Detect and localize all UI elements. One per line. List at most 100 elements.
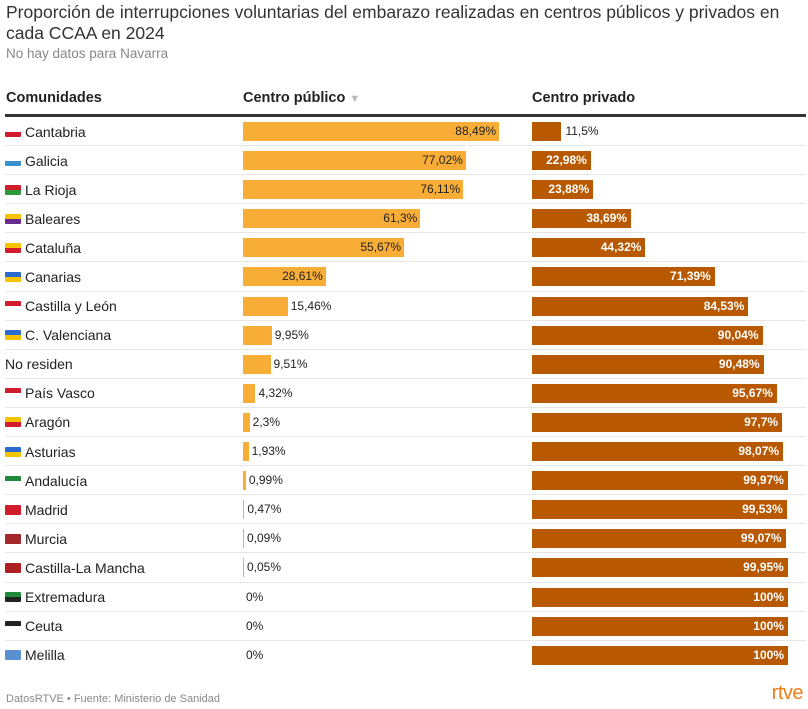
row-name: Ceuta	[5, 612, 62, 641]
label-publico: 9,95%	[274, 327, 309, 342]
row-name: Extremadura	[5, 583, 105, 612]
region-flag-icon	[5, 592, 21, 602]
bar-publico	[243, 383, 256, 403]
label-privado: 11,5%	[565, 124, 599, 138]
label-privado: 97,7%	[744, 414, 779, 429]
label-publico: 0,05%	[247, 560, 282, 575]
row-name: Baleares	[5, 204, 80, 233]
column-header-publico[interactable]: Centro público ▼	[243, 90, 360, 106]
region-flag-icon	[5, 301, 21, 312]
bar-privado	[532, 238, 646, 258]
label-publico: 77,02%	[422, 153, 463, 168]
label-privado: 100%	[753, 589, 784, 604]
region-flag-icon	[5, 155, 21, 166]
bar-publico	[243, 412, 250, 432]
rtve-logo: rtve	[771, 682, 804, 704]
label-privado: 100%	[753, 618, 784, 633]
row-label: Asturias	[25, 443, 76, 460]
row-label: Madrid	[25, 501, 68, 518]
label-publico: 9,51%	[273, 356, 308, 371]
region-flag-icon	[5, 533, 21, 544]
label-privado: 100%	[753, 647, 784, 662]
table-row: Canarias 28,61% 71,39%	[5, 262, 806, 292]
label-privado: 23,88%	[548, 182, 590, 197]
row-name: La Rioja	[5, 175, 76, 204]
region-flag-icon	[5, 184, 21, 195]
label-publico: 0,47%	[247, 502, 282, 517]
row-name: Cataluña	[5, 233, 81, 262]
table-row: Extremadura 0% 100%	[5, 583, 806, 612]
row-label: Baleares	[25, 210, 81, 227]
row-label: Cantabria	[25, 123, 86, 140]
row-name: Aragón	[5, 408, 70, 437]
row-label: Castilla y León	[25, 298, 117, 315]
bar-privado	[532, 383, 777, 403]
row-name: Murcia	[5, 524, 67, 553]
table-row: Baleares 61,3% 38,69%	[5, 204, 806, 234]
row-label: No residen	[5, 356, 73, 373]
row-label: Extremadura	[25, 589, 106, 605]
bar-privado	[532, 442, 784, 462]
row-name: No residen	[5, 350, 73, 379]
row-label: Galicia	[25, 152, 68, 169]
column-header-label: Centro público	[243, 90, 346, 106]
label-privado: 90,04%	[717, 327, 759, 342]
row-label: Aragón	[25, 414, 71, 431]
table-row: Asturias 1,93% 98,07%	[5, 437, 806, 467]
bar-privado	[532, 558, 788, 578]
row-label: Canarias	[25, 268, 82, 285]
region-flag-icon	[5, 446, 21, 457]
label-publico: 0,09%	[247, 531, 282, 546]
label-publico: 0%	[246, 589, 264, 604]
label-privado: 99,97%	[743, 473, 784, 488]
column-header-comunidades[interactable]: Comunidades	[6, 90, 102, 106]
table-row: Murcia 0,09% 99,07%	[5, 524, 806, 554]
row-name: Andalucía	[5, 466, 87, 495]
label-privado: 71,39%	[670, 269, 711, 284]
bar-publico	[243, 296, 288, 316]
region-flag-icon	[5, 650, 21, 661]
footer-source: DatosRTVE • Fuente: Ministerio de Sanida…	[6, 693, 220, 705]
label-privado: 38,69%	[586, 211, 628, 226]
region-flag-icon	[5, 562, 21, 573]
row-name: C. Valenciana	[5, 321, 111, 350]
bar-privado	[532, 500, 787, 520]
label-privado: 99,07%	[740, 531, 782, 546]
bar-publico	[243, 558, 244, 578]
label-publico: 0%	[246, 647, 264, 662]
table-row: Castilla y León 15,46% 84,53%	[5, 292, 806, 321]
region-flag-icon	[5, 388, 21, 399]
bar-publico	[243, 151, 466, 171]
row-label: Castilla-La Mancha	[25, 559, 145, 576]
region-flag-icon	[5, 621, 21, 632]
region-flag-icon	[5, 126, 21, 137]
bar-privado	[532, 412, 783, 432]
region-flag-icon	[5, 475, 21, 486]
bar-privado	[532, 151, 591, 171]
label-publico: 1,93%	[251, 444, 286, 459]
bar-privado	[532, 180, 594, 200]
region-flag-icon	[5, 271, 21, 282]
table-row: Castilla-La Mancha 0,05% 99,95%	[5, 553, 806, 583]
table-row: No residen 9,51% 90,48%	[5, 350, 806, 379]
row-label: C. Valenciana	[25, 327, 112, 344]
bar-publico	[243, 529, 244, 549]
bar-privado	[532, 209, 632, 229]
region-flag-icon	[5, 213, 21, 224]
label-publico: 76,11%	[420, 182, 461, 197]
row-name: Galicia	[5, 146, 68, 175]
chart-title: Proporción de interrupciones voluntarias…	[6, 2, 780, 43]
label-privado: 95,67%	[732, 385, 773, 400]
row-label: Melilla	[25, 647, 65, 664]
table-row: Melilla 0% 100%	[5, 641, 806, 670]
column-header-privado[interactable]: Centro privado	[532, 90, 636, 106]
table-row: Madrid 0,47% 99,53%	[5, 495, 806, 525]
table-row: País Vasco 4,32% 95,67%	[5, 379, 806, 408]
bar-publico	[243, 325, 272, 345]
bar-privado	[532, 471, 788, 491]
row-label: La Rioja	[25, 181, 77, 198]
row-name: Castilla-La Mancha	[5, 553, 145, 582]
bar-privado	[532, 645, 788, 665]
row-name: Cantabria	[5, 117, 86, 146]
bar-privado	[532, 122, 562, 141]
